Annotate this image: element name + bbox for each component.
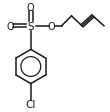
Text: S: S <box>28 22 34 31</box>
Text: O: O <box>6 22 14 31</box>
Text: O: O <box>48 22 56 31</box>
Text: O: O <box>27 3 35 12</box>
Text: Cl: Cl <box>26 100 36 109</box>
